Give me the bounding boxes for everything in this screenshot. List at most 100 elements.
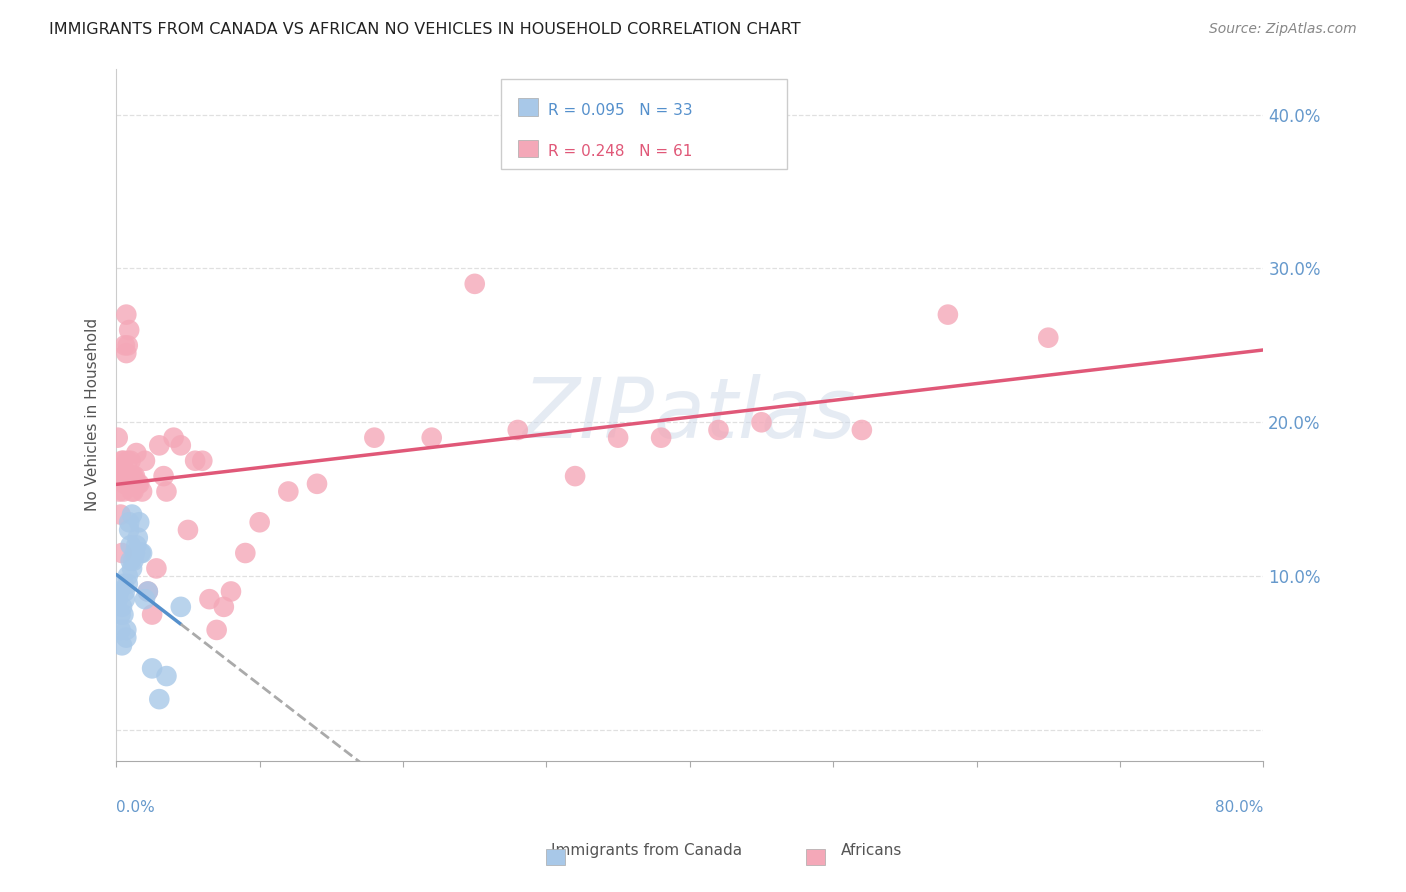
Bar xyxy=(517,98,538,116)
Point xyxy=(115,308,138,322)
Point xyxy=(136,584,159,599)
Point xyxy=(936,308,959,322)
Point xyxy=(112,607,135,622)
Point xyxy=(141,607,163,622)
Point xyxy=(191,454,214,468)
Point xyxy=(117,576,139,591)
Point xyxy=(122,484,145,499)
Point xyxy=(110,508,132,522)
Point xyxy=(107,592,129,607)
Point xyxy=(118,469,141,483)
Point xyxy=(506,423,529,437)
Point xyxy=(120,554,142,568)
Point xyxy=(111,638,134,652)
Point xyxy=(131,546,153,560)
Y-axis label: No Vehicles in Household: No Vehicles in Household xyxy=(86,318,100,511)
Point xyxy=(607,431,630,445)
Point xyxy=(115,631,138,645)
Point xyxy=(122,554,145,568)
Point xyxy=(121,469,143,483)
Point xyxy=(162,431,184,445)
FancyBboxPatch shape xyxy=(501,78,787,169)
Point xyxy=(111,546,134,560)
Point xyxy=(152,469,174,483)
Point xyxy=(141,661,163,675)
Point xyxy=(127,476,149,491)
Point xyxy=(112,469,135,483)
Point xyxy=(111,599,134,614)
Point xyxy=(118,515,141,529)
Point xyxy=(851,423,873,437)
Point xyxy=(120,538,142,552)
Point xyxy=(118,523,141,537)
Point xyxy=(121,484,143,499)
Point xyxy=(125,446,148,460)
Text: Immigrants from Canada: Immigrants from Canada xyxy=(551,843,742,858)
Point xyxy=(110,623,132,637)
Point xyxy=(170,599,193,614)
Point xyxy=(148,438,170,452)
Point xyxy=(110,607,132,622)
Text: ZIPatlas: ZIPatlas xyxy=(523,374,856,455)
Point xyxy=(128,515,150,529)
Point xyxy=(170,438,193,452)
Point xyxy=(177,523,200,537)
Point xyxy=(233,546,256,560)
Text: 0.0%: 0.0% xyxy=(117,799,155,814)
Point xyxy=(120,469,142,483)
Point xyxy=(108,584,131,599)
Point xyxy=(117,569,139,583)
Point xyxy=(131,484,153,499)
Point xyxy=(198,592,221,607)
Point xyxy=(134,592,156,607)
Point xyxy=(650,431,672,445)
Point xyxy=(1038,331,1060,345)
Point xyxy=(118,323,141,337)
Point xyxy=(136,584,159,599)
Point xyxy=(564,469,586,483)
Point xyxy=(155,484,177,499)
Point xyxy=(219,584,242,599)
Point xyxy=(464,277,486,291)
Point xyxy=(107,431,129,445)
Point xyxy=(108,484,131,499)
Point xyxy=(205,623,228,637)
Point xyxy=(115,623,138,637)
Point xyxy=(111,454,134,468)
Point xyxy=(114,584,136,599)
Point xyxy=(134,454,156,468)
Point xyxy=(212,599,235,614)
Point xyxy=(129,546,152,560)
Point xyxy=(125,538,148,552)
Point xyxy=(124,469,146,483)
Point xyxy=(124,546,146,560)
Point xyxy=(128,476,150,491)
Point xyxy=(751,415,773,429)
Point xyxy=(145,561,167,575)
Point xyxy=(122,469,145,483)
Point xyxy=(114,476,136,491)
Point xyxy=(112,484,135,499)
Point xyxy=(121,561,143,575)
Point xyxy=(420,431,443,445)
Text: R = 0.095   N = 33: R = 0.095 N = 33 xyxy=(547,103,692,118)
Point xyxy=(117,454,139,468)
Point xyxy=(184,454,207,468)
Point xyxy=(148,692,170,706)
Point xyxy=(117,338,139,352)
Point xyxy=(363,431,385,445)
Point xyxy=(112,454,135,468)
Point xyxy=(707,423,730,437)
Text: IMMIGRANTS FROM CANADA VS AFRICAN NO VEHICLES IN HOUSEHOLD CORRELATION CHART: IMMIGRANTS FROM CANADA VS AFRICAN NO VEH… xyxy=(49,22,801,37)
Text: R = 0.248   N = 61: R = 0.248 N = 61 xyxy=(547,145,692,159)
Point xyxy=(120,454,142,468)
Point xyxy=(277,484,299,499)
Point xyxy=(110,469,132,483)
Point xyxy=(121,508,143,522)
Point xyxy=(155,669,177,683)
Point xyxy=(114,338,136,352)
Point xyxy=(114,592,136,607)
Bar xyxy=(517,140,538,157)
Text: Africans: Africans xyxy=(841,843,903,858)
Point xyxy=(249,515,271,529)
